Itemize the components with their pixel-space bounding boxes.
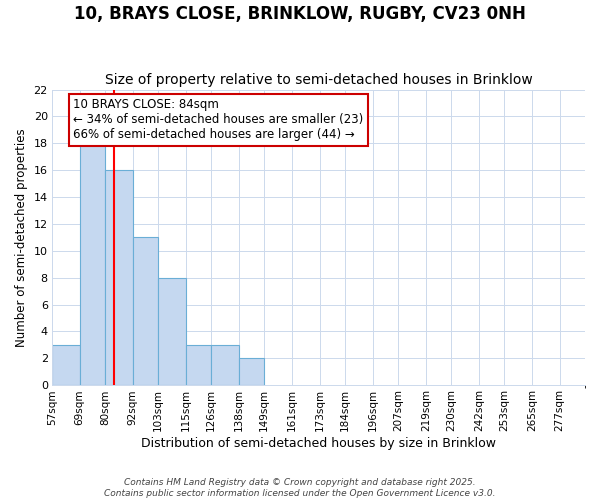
Bar: [239, 358, 264, 385]
X-axis label: Distribution of semi-detached houses by size in Brinklow: Distribution of semi-detached houses by …: [141, 437, 496, 450]
Text: Contains HM Land Registry data © Crown copyright and database right 2025.
Contai: Contains HM Land Registry data © Crown c…: [104, 478, 496, 498]
Bar: [80, 144, 105, 385]
Bar: [158, 278, 186, 385]
Bar: [52, 345, 80, 385]
Y-axis label: Number of semi-detached properties: Number of semi-detached properties: [15, 128, 28, 346]
Bar: [105, 170, 133, 385]
Text: 10, BRAYS CLOSE, BRINKLOW, RUGBY, CV23 0NH: 10, BRAYS CLOSE, BRINKLOW, RUGBY, CV23 0…: [74, 5, 526, 23]
Bar: [186, 345, 211, 385]
Text: 10 BRAYS CLOSE: 84sqm
← 34% of semi-detached houses are smaller (23)
66% of semi: 10 BRAYS CLOSE: 84sqm ← 34% of semi-deta…: [73, 98, 364, 142]
Bar: [133, 238, 158, 385]
Bar: [211, 345, 239, 385]
Title: Size of property relative to semi-detached houses in Brinklow: Size of property relative to semi-detach…: [104, 73, 532, 87]
